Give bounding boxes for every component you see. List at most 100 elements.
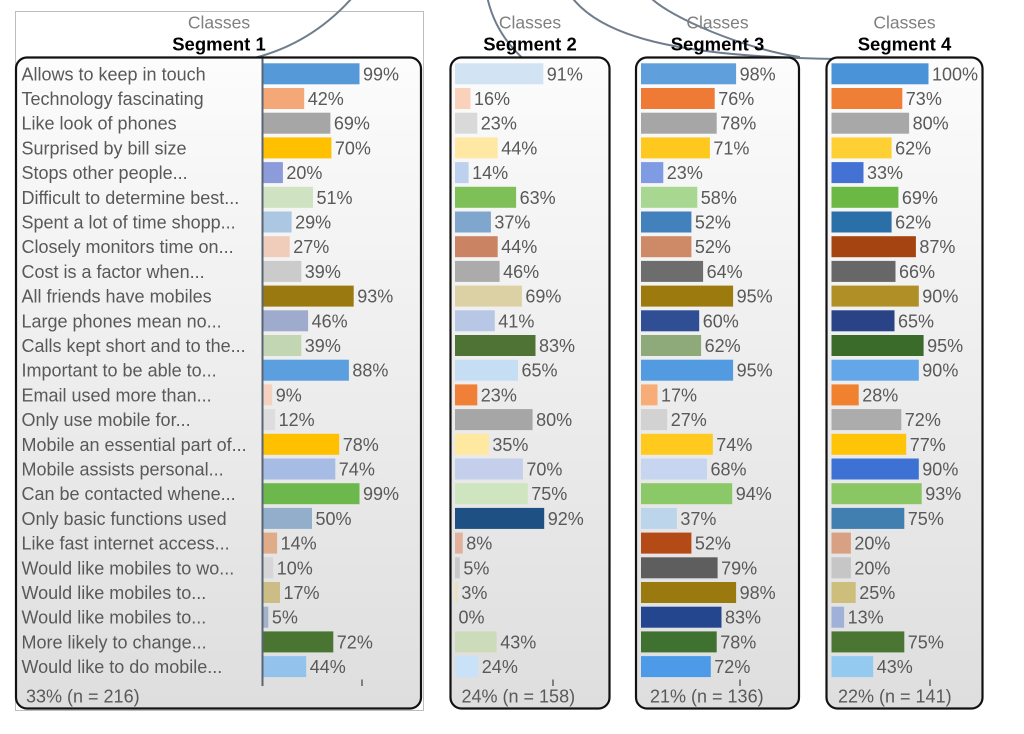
- svg-text:Can be contacted whene...: Can be contacted whene...: [22, 484, 236, 504]
- svg-text:80%: 80%: [536, 410, 572, 430]
- svg-text:24%: 24%: [482, 657, 518, 677]
- svg-text:20%: 20%: [854, 558, 890, 578]
- svg-text:52%: 52%: [695, 213, 731, 233]
- svg-text:62%: 62%: [705, 336, 741, 356]
- svg-text:91%: 91%: [547, 64, 583, 84]
- svg-text:75%: 75%: [908, 509, 944, 529]
- svg-text:74%: 74%: [716, 435, 752, 455]
- svg-text:23%: 23%: [481, 114, 517, 134]
- svg-text:68%: 68%: [711, 460, 747, 480]
- svg-text:78%: 78%: [720, 632, 756, 652]
- svg-text:95%: 95%: [927, 336, 963, 356]
- svg-text:93%: 93%: [357, 287, 393, 307]
- svg-text:Allows to keep in touch: Allows to keep in touch: [22, 64, 206, 84]
- svg-text:Important to be able to...: Important to be able to...: [22, 361, 217, 381]
- svg-text:14%: 14%: [281, 534, 317, 554]
- svg-text:37%: 37%: [680, 509, 716, 529]
- svg-text:95%: 95%: [737, 287, 773, 307]
- svg-text:Surprised by bill size: Surprised by bill size: [22, 138, 187, 158]
- svg-text:46%: 46%: [503, 262, 539, 282]
- svg-text:13%: 13%: [848, 608, 884, 628]
- svg-text:27%: 27%: [293, 237, 329, 257]
- svg-text:46%: 46%: [312, 311, 348, 331]
- svg-text:66%: 66%: [899, 262, 935, 282]
- svg-text:24% (n = 158): 24% (n = 158): [462, 687, 576, 707]
- svg-text:Classes: Classes: [499, 13, 561, 33]
- svg-text:90%: 90%: [922, 361, 958, 381]
- svg-text:17%: 17%: [661, 385, 697, 405]
- svg-text:Cost is a factor when...: Cost is a factor when...: [22, 262, 205, 282]
- svg-text:43%: 43%: [500, 632, 536, 652]
- svg-text:52%: 52%: [695, 534, 731, 554]
- svg-text:Segment 1: Segment 1: [172, 34, 266, 55]
- svg-text:100%: 100%: [932, 64, 978, 84]
- svg-text:51%: 51%: [317, 188, 353, 208]
- svg-text:5%: 5%: [272, 608, 298, 628]
- svg-text:Classes: Classes: [686, 13, 748, 33]
- svg-text:72%: 72%: [714, 657, 750, 677]
- svg-text:74%: 74%: [339, 460, 375, 480]
- svg-text:33%: 33%: [867, 163, 903, 183]
- svg-text:41%: 41%: [498, 311, 534, 331]
- svg-text:Would like mobiles to...: Would like mobiles to...: [22, 583, 207, 603]
- svg-text:98%: 98%: [740, 583, 776, 603]
- svg-text:14%: 14%: [472, 163, 508, 183]
- svg-text:73%: 73%: [906, 89, 942, 109]
- svg-text:79%: 79%: [721, 558, 757, 578]
- svg-text:69%: 69%: [902, 188, 938, 208]
- svg-text:75%: 75%: [908, 632, 944, 652]
- svg-text:28%: 28%: [862, 385, 898, 405]
- svg-text:58%: 58%: [701, 188, 737, 208]
- svg-text:Spent a lot of time shopp...: Spent a lot of time shopp...: [22, 213, 236, 233]
- svg-text:72%: 72%: [905, 410, 941, 430]
- svg-text:99%: 99%: [363, 64, 399, 84]
- svg-text:44%: 44%: [501, 237, 537, 257]
- svg-text:0%: 0%: [459, 608, 485, 628]
- svg-text:80%: 80%: [913, 114, 949, 134]
- svg-text:65%: 65%: [522, 361, 558, 381]
- svg-text:92%: 92%: [548, 509, 584, 529]
- svg-text:69%: 69%: [525, 287, 561, 307]
- svg-text:39%: 39%: [305, 336, 341, 356]
- svg-text:21% (n = 136): 21% (n = 136): [650, 687, 764, 707]
- svg-text:87%: 87%: [919, 237, 955, 257]
- svg-text:33% (n = 216): 33% (n = 216): [26, 687, 140, 707]
- svg-text:90%: 90%: [922, 287, 958, 307]
- svg-text:29%: 29%: [295, 213, 331, 233]
- svg-text:Stops other people...: Stops other people...: [22, 163, 188, 183]
- svg-text:25%: 25%: [859, 583, 895, 603]
- svg-text:52%: 52%: [695, 237, 731, 257]
- svg-text:76%: 76%: [718, 89, 754, 109]
- svg-text:27%: 27%: [671, 410, 707, 430]
- svg-text:42%: 42%: [308, 89, 344, 109]
- svg-text:44%: 44%: [501, 138, 537, 158]
- svg-text:Would like mobiles to wo...: Would like mobiles to wo...: [22, 558, 235, 578]
- svg-text:Email used more than...: Email used more than...: [22, 385, 212, 405]
- svg-text:78%: 78%: [343, 435, 379, 455]
- svg-text:12%: 12%: [279, 410, 315, 430]
- svg-text:71%: 71%: [713, 138, 749, 158]
- svg-text:Mobile an essential part of...: Mobile an essential part of...: [22, 435, 247, 455]
- svg-text:Mobile assists personal...: Mobile assists personal...: [22, 460, 224, 480]
- svg-text:60%: 60%: [703, 311, 739, 331]
- svg-text:65%: 65%: [898, 311, 934, 331]
- svg-text:Difficult to determine best...: Difficult to determine best...: [22, 188, 240, 208]
- svg-text:23%: 23%: [481, 385, 517, 405]
- svg-text:10%: 10%: [277, 558, 313, 578]
- svg-text:88%: 88%: [352, 361, 388, 381]
- svg-text:Segment 4: Segment 4: [858, 34, 952, 55]
- svg-text:44%: 44%: [310, 657, 346, 677]
- svg-text:75%: 75%: [531, 484, 567, 504]
- svg-text:22% (n = 141): 22% (n = 141): [838, 687, 952, 707]
- svg-text:Classes: Classes: [873, 13, 935, 33]
- svg-text:77%: 77%: [910, 435, 946, 455]
- svg-text:Would like mobiles to...: Would like mobiles to...: [22, 608, 207, 628]
- svg-text:90%: 90%: [922, 460, 958, 480]
- svg-text:Technology fascinating: Technology fascinating: [22, 89, 204, 109]
- svg-text:Calls kept short and to the...: Calls kept short and to the...: [22, 336, 246, 356]
- svg-text:35%: 35%: [492, 435, 528, 455]
- svg-text:70%: 70%: [335, 138, 371, 158]
- svg-text:50%: 50%: [316, 509, 352, 529]
- svg-text:Closely monitors time on...: Closely monitors time on...: [22, 237, 234, 257]
- svg-text:23%: 23%: [667, 163, 703, 183]
